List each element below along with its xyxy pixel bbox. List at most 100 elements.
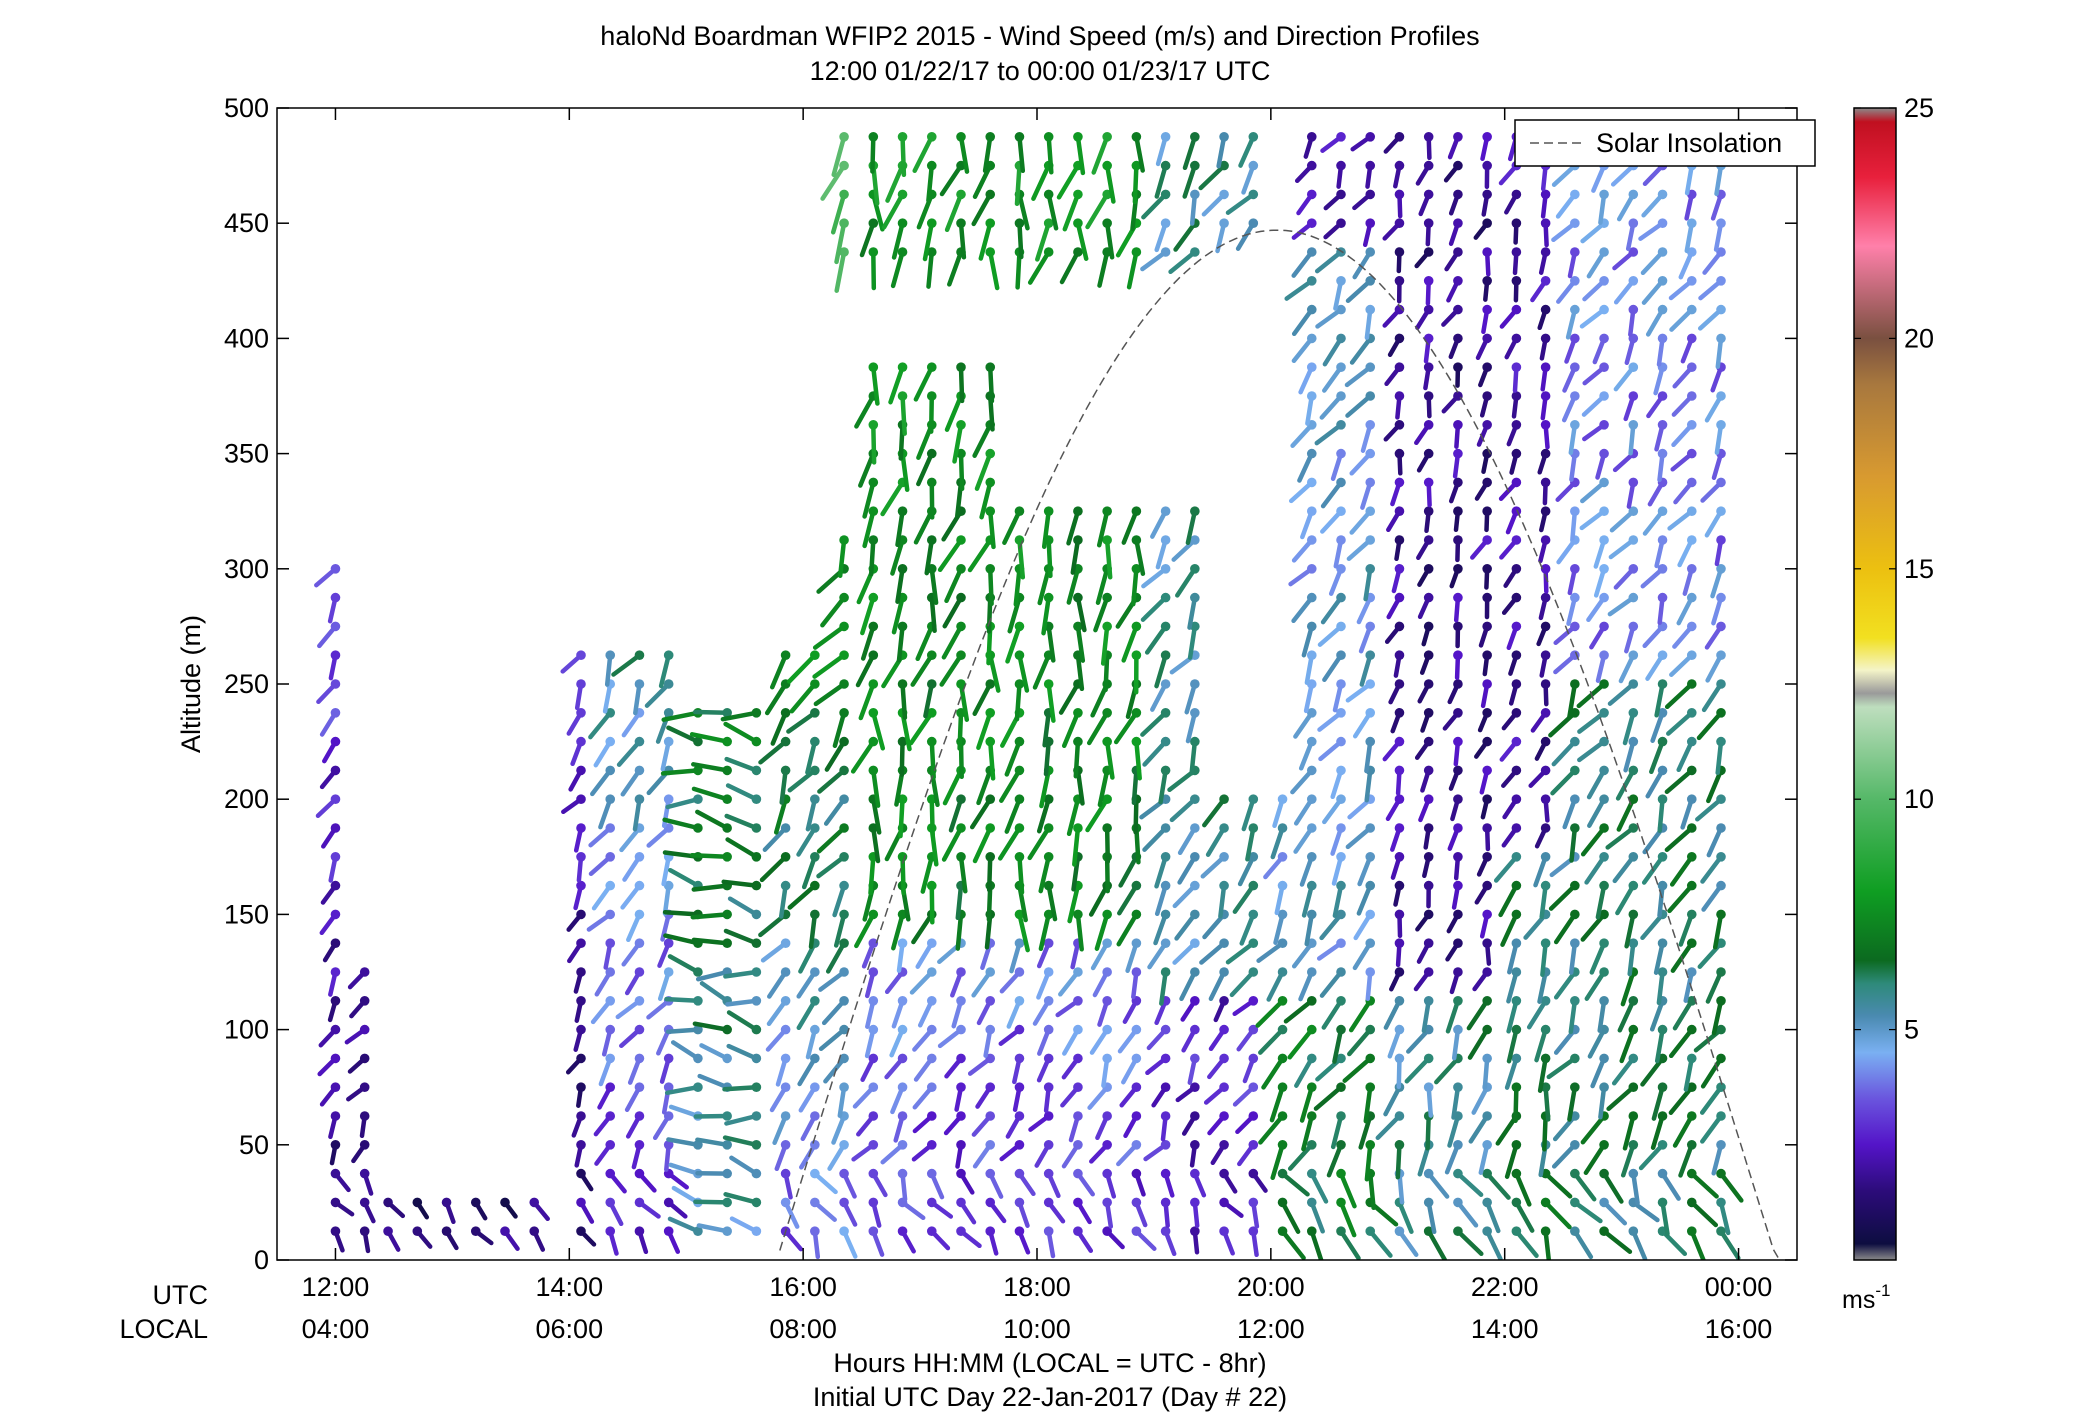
- wind-barb-dot: [1336, 736, 1346, 747]
- wind-barb-dot: [1073, 189, 1083, 200]
- wind-barb-dot: [330, 1168, 341, 1179]
- wind-barb-shaft: [1357, 854, 1373, 887]
- wind-barb-dot: [839, 1053, 849, 1064]
- wind-barb-dot: [1394, 794, 1405, 804]
- wind-barb-shaft: [1321, 998, 1344, 1030]
- wind-barb-shaft: [1683, 969, 1695, 1003]
- wind-barb-dot: [956, 132, 966, 142]
- wind-barb-shaft: [1451, 1084, 1461, 1120]
- wind-barb-shaft: [1712, 912, 1724, 950]
- wind-barb-dot: [1511, 1140, 1522, 1150]
- wind-barb-dot: [868, 420, 879, 430]
- wind-barb-shaft: [1383, 998, 1402, 1030]
- wind-barb-dot: [1686, 938, 1697, 948]
- wind-barb-shaft: [1104, 537, 1113, 580]
- wind-barb-dot: [1540, 304, 1551, 315]
- wind-barb-dot: [1365, 909, 1376, 920]
- wind-barb-dot: [576, 1226, 586, 1236]
- wind-barb-dot: [780, 1168, 791, 1179]
- wind-barb-dot: [1657, 938, 1668, 948]
- wind-barb-shaft: [910, 652, 935, 687]
- wind-barb-dot: [605, 996, 616, 1006]
- wind-barb-shaft: [723, 969, 759, 979]
- wind-barb-dot: [1657, 794, 1668, 804]
- wind-barb-shaft: [1653, 940, 1665, 975]
- wind-barb-dot: [839, 132, 849, 142]
- wind-barb-dot: [1511, 564, 1522, 574]
- wind-barb-shaft: [1066, 796, 1081, 837]
- wind-barb-shaft: [1291, 249, 1315, 278]
- wind-barb-shaft: [1041, 595, 1051, 636]
- wind-barb-dot: [1540, 391, 1551, 401]
- wind-barb-dot: [926, 650, 937, 660]
- wind-barb-dot: [1102, 1053, 1112, 1064]
- x-tick-label-local: 06:00: [536, 1314, 604, 1344]
- wind-barb-shaft: [616, 739, 642, 767]
- wind-barb-dot: [956, 362, 966, 373]
- wind-barb-dot: [810, 794, 820, 804]
- wind-barb-dot: [1365, 448, 1376, 459]
- wind-barb-dot: [1716, 1168, 1726, 1179]
- wind-barb-shaft: [769, 652, 788, 690]
- wind-barb-dot: [985, 852, 996, 862]
- wind-barb-dot: [1306, 477, 1317, 488]
- wind-barb-dot: [985, 564, 996, 574]
- wind-barb-dot: [1277, 1168, 1288, 1179]
- wind-barb-dot: [1102, 938, 1112, 948]
- wind-barb-dot: [663, 1140, 674, 1150]
- wind-barb-shaft: [1425, 1113, 1431, 1151]
- wind-barb-dot: [359, 1082, 370, 1092]
- wind-barb-shaft: [833, 912, 847, 948]
- wind-barb-dot: [985, 1082, 996, 1092]
- wind-barbs: [314, 132, 1744, 1260]
- wind-barb-shaft: [1269, 1084, 1285, 1123]
- wind-barb-shaft: [1640, 912, 1665, 941]
- wind-barb-shaft: [1140, 710, 1168, 737]
- wind-barb-shaft: [1543, 1171, 1573, 1199]
- wind-barb-dot: [1423, 535, 1434, 545]
- wind-barb-shaft: [691, 762, 730, 773]
- wind-barb-dot: [839, 736, 849, 747]
- wind-barb-dot: [868, 823, 879, 833]
- wind-barb-shaft: [1301, 883, 1315, 918]
- wind-barb-dot: [780, 1111, 791, 1121]
- wind-barb-shaft: [1551, 1142, 1578, 1169]
- wind-barb-dot: [1599, 535, 1609, 545]
- wind-barb-dot: [1511, 621, 1522, 632]
- wind-barb-dot: [1277, 852, 1288, 862]
- wind-barb-dot: [926, 535, 937, 545]
- wind-barb-dot: [1336, 276, 1346, 286]
- wind-barb-shaft: [860, 595, 876, 636]
- wind-barb-shaft: [665, 796, 701, 810]
- wind-barb-dot: [956, 592, 966, 603]
- wind-barb-dot: [722, 823, 732, 833]
- wind-barb-dot: [1482, 477, 1492, 488]
- wind-barb-shaft: [1013, 566, 1022, 607]
- wind-barb-shaft: [1322, 336, 1344, 367]
- wind-barb-dot: [1686, 852, 1697, 862]
- wind-barb-dot: [1073, 996, 1083, 1006]
- x-tick-label-local: 16:00: [1705, 1314, 1773, 1344]
- wind-barb-dot: [1160, 564, 1171, 574]
- wind-barb-dot: [1043, 506, 1054, 516]
- wind-barb-shaft: [1551, 739, 1578, 767]
- wind-barb-shaft: [1154, 652, 1168, 689]
- wind-barb-dot: [926, 160, 937, 171]
- wind-barb-dot: [1160, 218, 1171, 228]
- wind-barb-shaft: [1258, 1027, 1285, 1055]
- wind-barb-shaft: [937, 537, 964, 573]
- wind-barb-dot: [1043, 1111, 1054, 1121]
- wind-barb-dot: [330, 880, 341, 891]
- wind-barb-dot: [1686, 304, 1697, 315]
- wind-barb-dot: [1190, 852, 1200, 862]
- wind-barb-shaft: [764, 681, 788, 716]
- wind-barb-dot: [1102, 794, 1112, 804]
- wind-barb-dot: [1453, 448, 1463, 459]
- wind-barb-dot: [839, 1168, 849, 1179]
- wind-barb-shaft: [1701, 681, 1724, 713]
- wind-barb-dot: [1190, 823, 1200, 833]
- wind-barb-dot: [1190, 679, 1200, 689]
- wind-barb-dot: [1482, 1053, 1492, 1064]
- wind-barb-shaft: [920, 854, 935, 894]
- wind-barb-shaft: [924, 537, 935, 576]
